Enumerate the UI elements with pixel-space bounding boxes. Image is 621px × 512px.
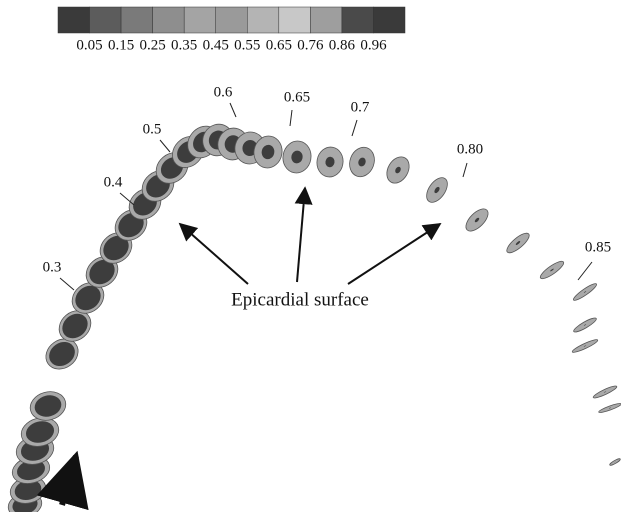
colorbar-label: 0.86 bbox=[329, 37, 356, 53]
leader-line bbox=[352, 120, 357, 136]
colorbar-label: 0.55 bbox=[234, 37, 260, 53]
slice bbox=[592, 384, 618, 400]
colorbar-cell bbox=[184, 7, 216, 33]
slice-labels: 0.3 0.4 0.5 0.6 0.65 0.7 0.80 0.85 bbox=[43, 84, 612, 290]
slice bbox=[422, 174, 451, 206]
slice-label: 0.7 bbox=[351, 99, 370, 115]
slice-label: 0.80 bbox=[457, 141, 483, 157]
slice-label: 0.4 bbox=[104, 174, 123, 190]
slice bbox=[462, 205, 492, 235]
slice bbox=[280, 139, 313, 175]
slice bbox=[538, 259, 566, 282]
slice bbox=[598, 402, 621, 414]
leader-line bbox=[160, 140, 170, 152]
slice bbox=[315, 145, 346, 179]
colorbar-cell bbox=[58, 7, 90, 33]
colorbar-cell bbox=[121, 7, 153, 33]
colorbar-label: 0.45 bbox=[203, 37, 229, 53]
slice-label: 0.3 bbox=[43, 259, 62, 275]
colorbar-label: 0.05 bbox=[76, 37, 102, 53]
direction-arrow bbox=[62, 456, 76, 505]
slice bbox=[27, 388, 69, 424]
slice-label: 0.6 bbox=[214, 84, 233, 100]
slice-label: 0.65 bbox=[284, 89, 310, 105]
slice bbox=[382, 153, 413, 187]
annotation: Epicardial surface bbox=[231, 289, 369, 310]
colorbar-cell bbox=[247, 7, 279, 33]
colorbar-label: 0.15 bbox=[108, 37, 134, 53]
colorbar-cell bbox=[310, 7, 342, 33]
slice bbox=[572, 316, 598, 334]
colorbar-cell bbox=[373, 7, 405, 33]
colorbar-cell bbox=[216, 7, 248, 33]
colorbar-label: 0.96 bbox=[360, 37, 387, 53]
slice bbox=[346, 144, 379, 180]
slice bbox=[504, 230, 532, 256]
colorbar-cell bbox=[90, 7, 122, 33]
page: {"colorbar": {"labels": ["0.05", "0.15",… bbox=[0, 0, 621, 512]
colorbar-cell bbox=[342, 7, 374, 33]
annotation-arrows bbox=[180, 188, 440, 284]
heart-slices bbox=[5, 119, 621, 512]
colorbar-cell bbox=[279, 7, 311, 33]
figure: 0.05 0.15 0.25 0.35 0.45 0.55 0.65 0.76 0.860.96… bbox=[0, 0, 621, 512]
leader-line bbox=[290, 110, 292, 126]
leader-line bbox=[463, 163, 467, 177]
slice bbox=[572, 282, 598, 303]
leader-line bbox=[60, 278, 74, 290]
colorbar-label: 0.76 bbox=[297, 37, 324, 53]
leader-line bbox=[230, 103, 236, 117]
leader-line bbox=[578, 262, 592, 280]
slice bbox=[609, 458, 621, 467]
colorbar-label: 0.65 bbox=[266, 37, 292, 53]
colorbar-cell bbox=[153, 7, 185, 33]
slice-label: 0.5 bbox=[143, 121, 162, 137]
colorbar-label: 0.35 bbox=[171, 37, 197, 53]
slice bbox=[571, 338, 598, 354]
colorbar-label: 0.25 bbox=[140, 37, 166, 53]
slice-label: 0.85 bbox=[585, 239, 611, 255]
